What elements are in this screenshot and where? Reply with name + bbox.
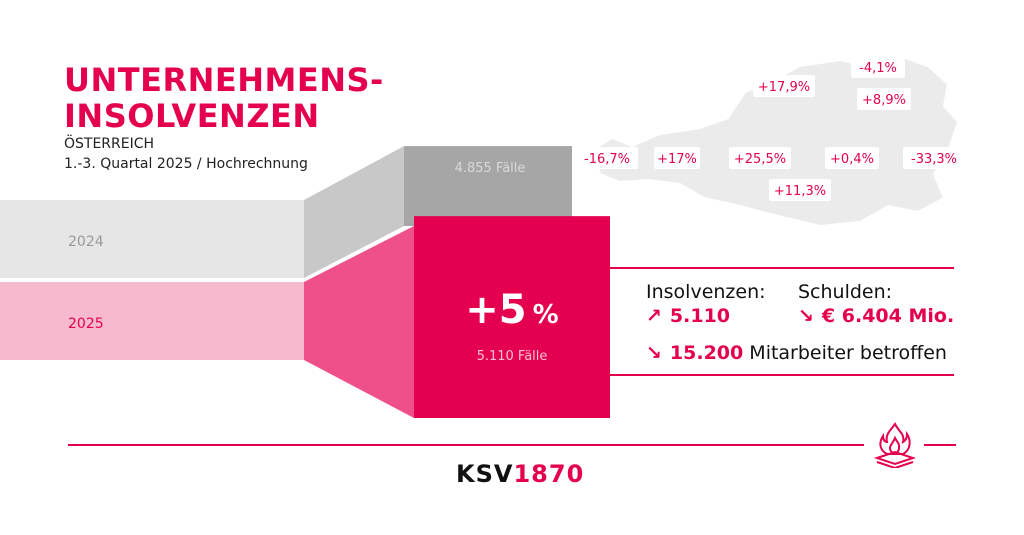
category-label-2024: 2024 [68, 234, 104, 250]
staff-value: 15.200 [669, 342, 744, 364]
arrow-down-right-icon: ↘ [646, 342, 662, 364]
region-label-salzburg: +25,5% [734, 152, 786, 167]
bar-2024 [404, 146, 572, 226]
bar-2025 [414, 216, 610, 418]
insolvencies-label: Insolvenzen: [646, 281, 766, 303]
subtitle-period: 1.-3. Quartal 2025 / Hochrechnung [64, 156, 308, 172]
insolvencies-stat: ↗ 5.110 [646, 305, 730, 327]
region-badge-tirol [654, 147, 700, 169]
subtitle-country: ÖSTERREICH [64, 136, 155, 152]
arrow-up-right-icon: ↗ [646, 305, 662, 327]
region-label-tirol: +17% [657, 152, 697, 167]
logo-part-ksv: KSV [456, 460, 514, 488]
band-2025 [0, 282, 304, 360]
region-label-burgenland: -33,3% [911, 152, 957, 167]
region-label-steiermark: +0,4% [830, 152, 874, 167]
region-label-wien: +8,9% [862, 93, 906, 108]
value-label-2025: 5.110 Fälle [477, 349, 548, 364]
divider-bottom [610, 374, 954, 376]
funnel-2025 [304, 226, 414, 418]
ksv-logo: KSV1870 [456, 460, 584, 488]
title-line-2: INSOLVENZEN [64, 97, 320, 135]
region-badge-burgenland [903, 147, 965, 169]
region-badge-salzburg [729, 147, 791, 169]
region-badge-niederösterreich [851, 56, 905, 78]
divider-footer-left [68, 444, 864, 446]
staff-text: Mitarbeiter betroffen [749, 342, 947, 364]
insolvencies-value: 5.110 [669, 305, 731, 327]
region-badge-steiermark [825, 147, 879, 169]
debts-value: € 6.404 Mio. [821, 305, 955, 327]
change-label: +5% [465, 287, 558, 333]
region-label-vorarlberg: -16,7% [584, 152, 630, 167]
page-title: UNTERNEHMENS- INSOLVENZEN [64, 62, 384, 134]
debts-stat: ↘ € 6.404 Mio. [798, 305, 954, 327]
debts-label: Schulden: [798, 281, 893, 303]
band-2024 [0, 200, 304, 278]
title-line-1: UNTERNEHMENS- [64, 61, 384, 99]
funnel-2024 [304, 146, 404, 278]
region-badge-wien [857, 88, 911, 110]
region-badge-kärnten [769, 179, 831, 201]
region-label-niederösterreich: -4,1% [859, 61, 897, 76]
region-label-kärnten: +11,3% [774, 184, 826, 199]
region-label-oberösterreich: +17,9% [758, 80, 810, 95]
divider-footer-right [924, 444, 956, 446]
subtitle: ÖSTERREICH 1.-3. Quartal 2025 / Hochrech… [64, 134, 308, 174]
divider-top [610, 267, 954, 269]
staff-stat: ↘ 15.200 Mitarbeiter betroffen [646, 342, 947, 364]
region-badge-vorarlberg [576, 147, 638, 169]
logo-part-year: 1870 [513, 460, 585, 488]
fire-icon [873, 422, 917, 468]
category-label-2025: 2025 [68, 316, 104, 332]
arrow-down-right-icon: ↘ [798, 305, 814, 327]
region-badge-oberösterreich [753, 75, 815, 97]
value-label-2024: 4.855 Fälle [455, 161, 526, 176]
